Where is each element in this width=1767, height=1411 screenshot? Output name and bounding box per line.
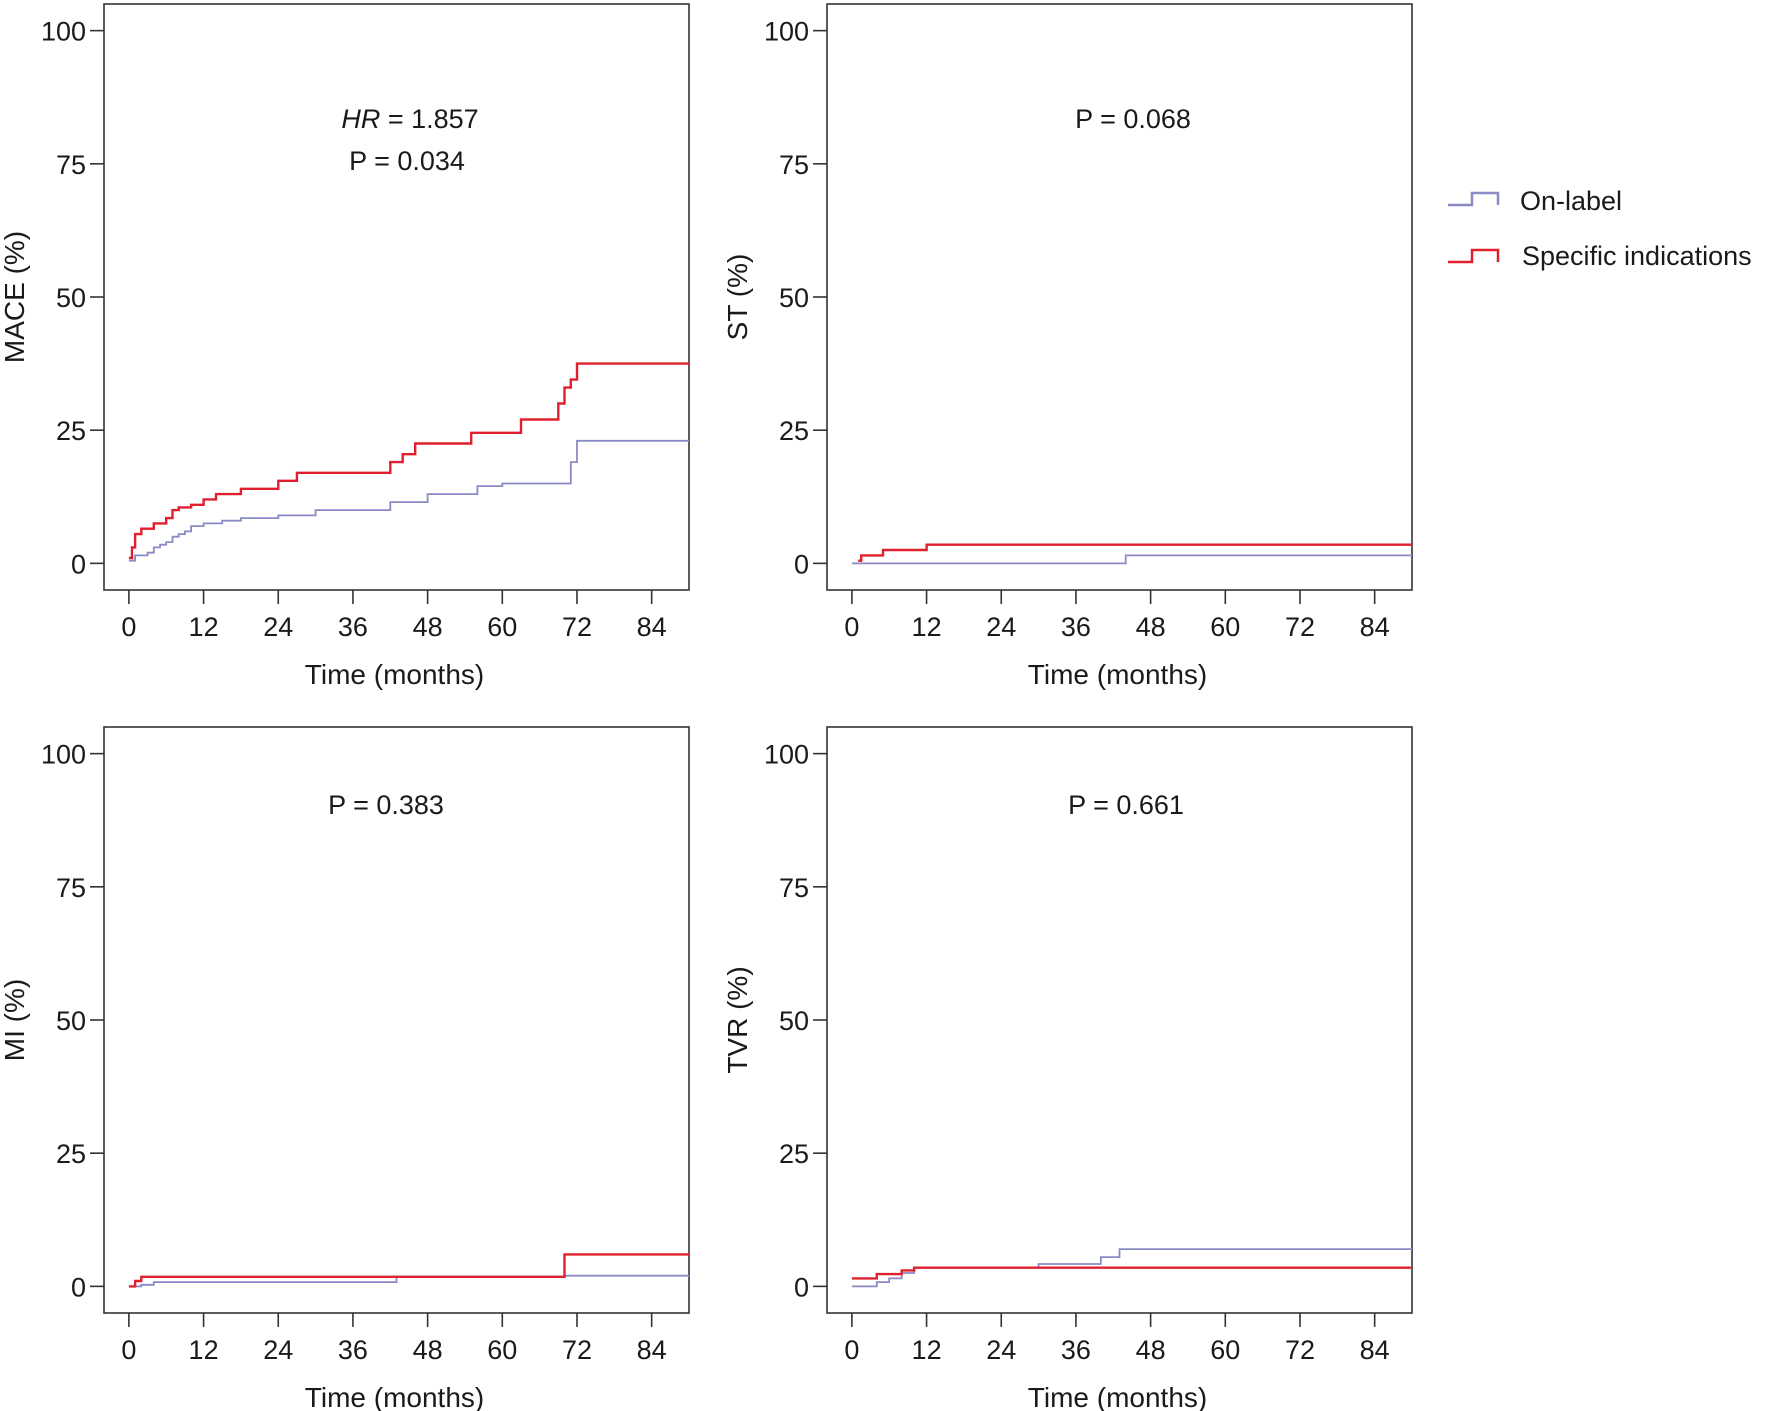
y-tick-label-tvr: 75 xyxy=(779,873,809,903)
x-tick-label-tvr: 84 xyxy=(1360,1335,1390,1365)
x-tick-label-tvr: 72 xyxy=(1285,1335,1315,1365)
x-tick-label-mi: 48 xyxy=(413,1335,443,1365)
y-tick-label-mace: 0 xyxy=(71,549,86,579)
y-tick-label-mi: 100 xyxy=(41,740,86,770)
x-tick-label-mace: 60 xyxy=(487,612,517,642)
annotation-mi-1: P = 0.383 xyxy=(328,790,444,820)
y-tick-label-st: 75 xyxy=(779,150,809,180)
series-line-mace-specific-indications xyxy=(128,362,689,560)
series-line-mace-on-label xyxy=(128,439,689,562)
y-axis-title-st: ST (%) xyxy=(722,254,753,341)
y-tick-label-mi: 0 xyxy=(71,1272,86,1302)
x-axis-title-mace: Time (months) xyxy=(305,659,484,690)
y-tick-label-st: 25 xyxy=(779,416,809,446)
legend: On-label Specific indications xyxy=(1448,186,1752,271)
series-line-st-on-label xyxy=(851,554,1412,565)
annotation-st-1: P = 0.068 xyxy=(1075,104,1191,134)
x-tick-label-tvr: 60 xyxy=(1210,1335,1240,1365)
annotation-mace-1: HR = 1.857 xyxy=(341,104,478,134)
y-tick-label-tvr: 0 xyxy=(794,1272,809,1302)
panel-mace: 0 12 24 36 48 60 72 84 0 25 50 75 100 Time (months) MA… xyxy=(0,3,690,690)
y-tick-label-tvr: 100 xyxy=(764,740,809,770)
x-tick-label-st: 60 xyxy=(1210,612,1240,642)
x-tick-label-mace: 0 xyxy=(121,612,136,642)
x-tick-label-mace: 12 xyxy=(189,612,219,642)
series-line-mi-specific-indications xyxy=(128,1253,689,1288)
x-tick-label-tvr: 0 xyxy=(844,1335,859,1365)
annotation-tvr-1: P = 0.661 xyxy=(1068,790,1184,820)
x-tick-label-mi: 36 xyxy=(338,1335,368,1365)
x-tick-label-st: 24 xyxy=(986,612,1016,642)
y-tick-label-mi: 75 xyxy=(56,873,86,903)
x-axis-title-st: Time (months) xyxy=(1028,659,1207,690)
series-line-tvr-specific-indications xyxy=(851,1266,1412,1280)
x-tick-label-st: 0 xyxy=(844,612,859,642)
legend-label-specific-indications: Specific indications xyxy=(1522,241,1752,271)
y-tick-label-mace: 75 xyxy=(56,150,86,180)
y-tick-label-st: 50 xyxy=(779,283,809,313)
panel-tvr: 0 12 24 36 48 60 72 84 0 25 50 75 100 Time (months) TV… xyxy=(722,726,1413,1411)
x-tick-label-st: 48 xyxy=(1136,612,1166,642)
legend-swatch-specific-indications xyxy=(1448,248,1500,264)
x-tick-label-tvr: 36 xyxy=(1061,1335,1091,1365)
y-tick-label-mi: 50 xyxy=(56,1006,86,1036)
x-axis-title-tvr: Time (months) xyxy=(1028,1382,1207,1411)
y-tick-label-tvr: 50 xyxy=(779,1006,809,1036)
x-tick-label-mace: 72 xyxy=(562,612,592,642)
plot-frame-st xyxy=(826,3,1413,591)
x-tick-label-tvr: 24 xyxy=(986,1335,1016,1365)
x-tick-label-mi: 84 xyxy=(637,1335,667,1365)
legend-swatch-on-label xyxy=(1448,191,1500,207)
x-tick-label-st: 36 xyxy=(1061,612,1091,642)
x-tick-label-st: 72 xyxy=(1285,612,1315,642)
x-tick-label-mace: 36 xyxy=(338,612,368,642)
panel-st: 0 12 24 36 48 60 72 84 0 25 50 75 100 Time (months) ST… xyxy=(722,3,1413,690)
series-line-st-specific-indications xyxy=(858,543,1412,562)
panel-mi: 0 12 24 36 48 60 72 84 0 25 50 75 100 Time (months) MI… xyxy=(0,726,690,1411)
y-tick-label-st: 100 xyxy=(764,17,809,47)
x-axis-title-mi: Time (months) xyxy=(305,1382,484,1411)
x-tick-label-st: 84 xyxy=(1360,612,1390,642)
y-tick-label-mace: 50 xyxy=(56,283,86,313)
x-tick-label-tvr: 12 xyxy=(912,1335,942,1365)
y-tick-label-mace: 100 xyxy=(41,17,86,47)
y-tick-label-st: 0 xyxy=(794,549,809,579)
x-tick-label-mi: 0 xyxy=(121,1335,136,1365)
x-tick-label-mi: 72 xyxy=(562,1335,592,1365)
x-tick-label-st: 12 xyxy=(912,612,942,642)
y-axis-title-tvr: TVR (%) xyxy=(722,966,753,1073)
y-axis-title-mi: MI (%) xyxy=(0,979,30,1061)
x-tick-label-mi: 24 xyxy=(263,1335,293,1365)
y-tick-label-mace: 25 xyxy=(56,416,86,446)
annotation-mace-2: P = 0.034 xyxy=(349,146,465,176)
x-tick-label-mace: 24 xyxy=(263,612,293,642)
x-tick-label-mi: 12 xyxy=(189,1335,219,1365)
y-tick-label-tvr: 25 xyxy=(779,1139,809,1169)
x-tick-label-mi: 60 xyxy=(487,1335,517,1365)
y-axis-title-mace: MACE (%) xyxy=(0,231,30,363)
x-tick-label-mace: 48 xyxy=(413,612,443,642)
x-tick-label-tvr: 48 xyxy=(1136,1335,1166,1365)
y-tick-label-mi: 25 xyxy=(56,1139,86,1169)
legend-label-on-label: On-label xyxy=(1520,186,1622,216)
x-tick-label-mace: 84 xyxy=(637,612,667,642)
